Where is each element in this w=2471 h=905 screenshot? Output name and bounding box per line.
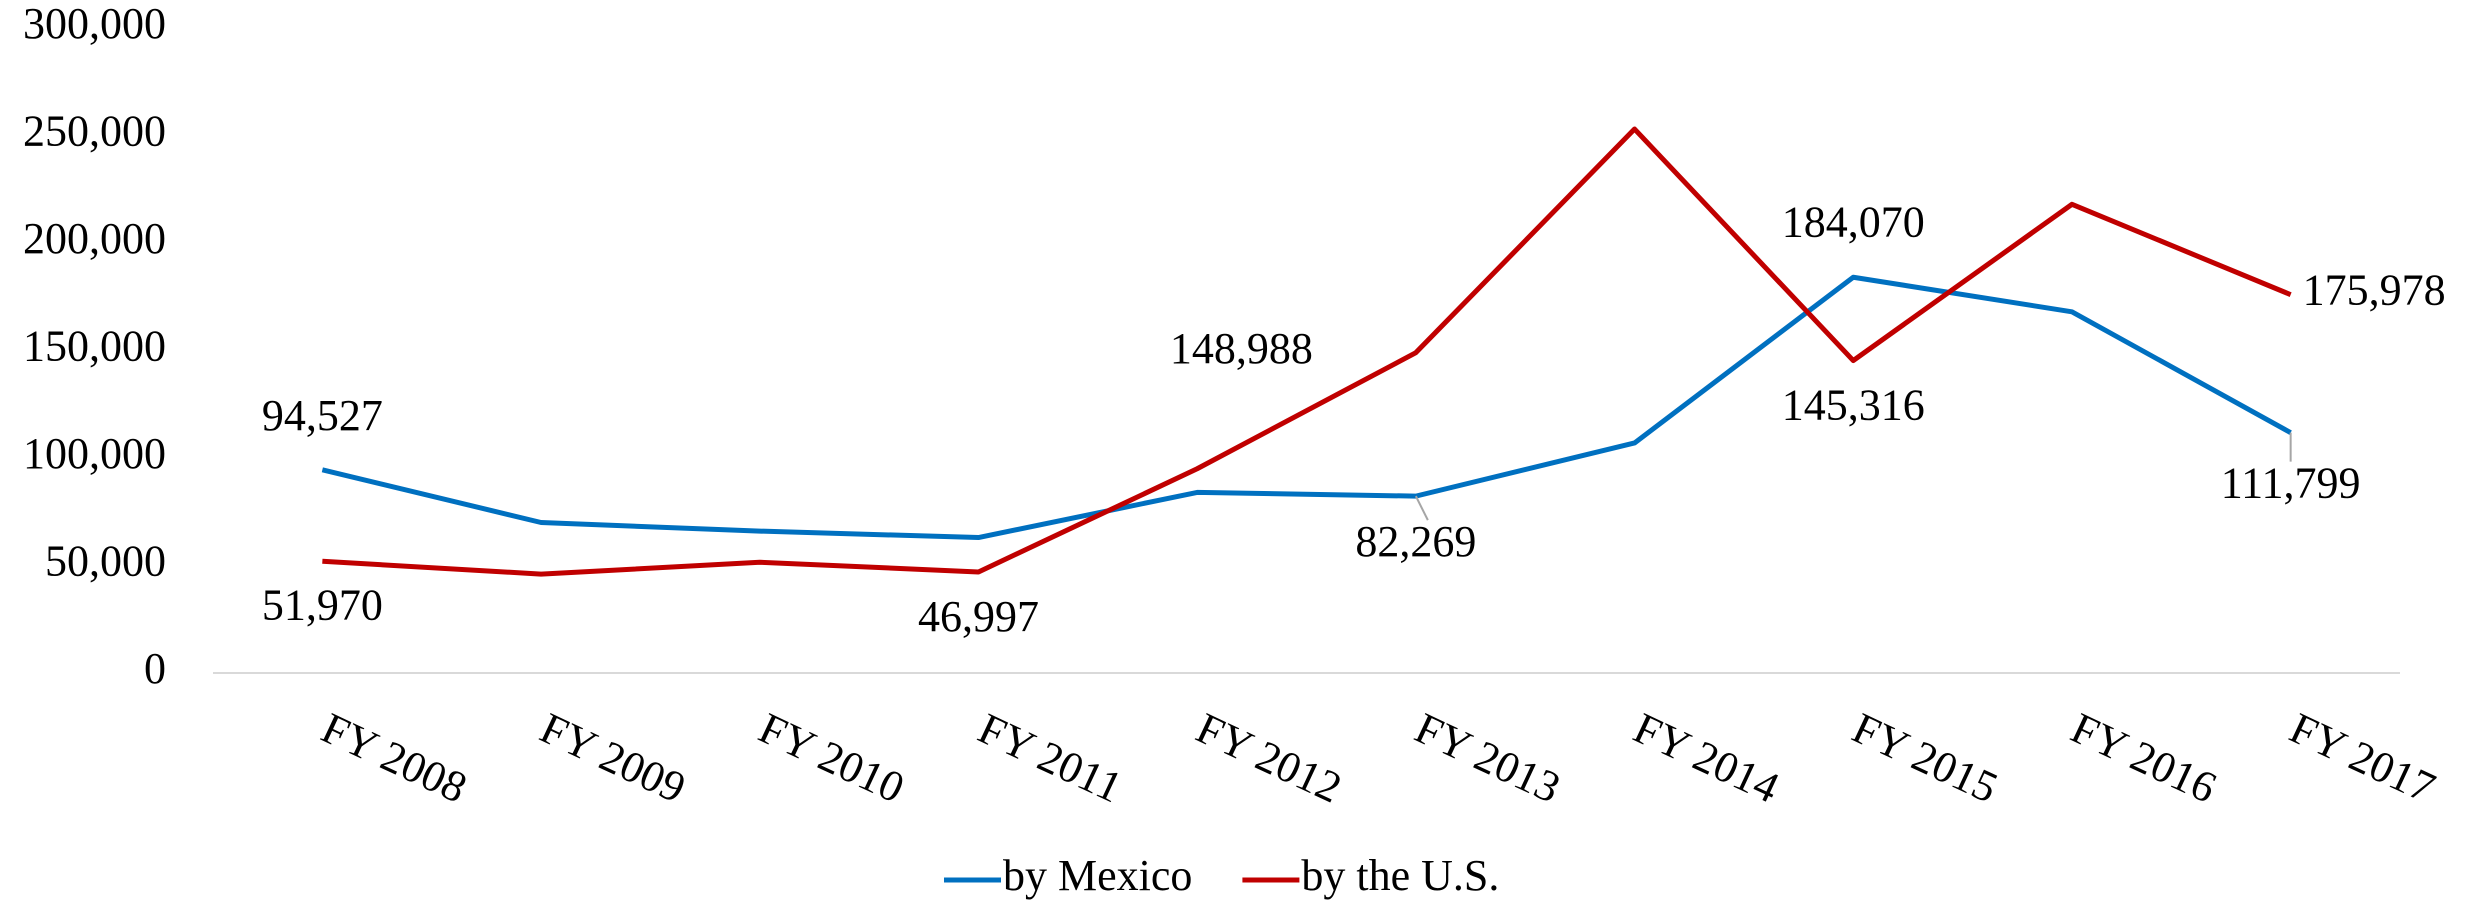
y-tick-label: 250,000	[23, 107, 166, 156]
x-tick-label: FY 2014	[1626, 703, 1786, 812]
data-label: 94,527	[262, 391, 383, 440]
data-label: 111,799	[2221, 459, 2361, 508]
legend-label: by the U.S.	[1301, 851, 1499, 900]
x-tick-label: FY 2010	[752, 703, 912, 812]
y-tick-label: 200,000	[23, 214, 166, 263]
data-label: 51,970	[262, 580, 383, 629]
data-label: 184,070	[1782, 197, 1925, 246]
x-tick-label: FY 2013	[1408, 703, 1568, 812]
series-line	[321, 274, 2292, 541]
data-label: 148,988	[1170, 324, 1313, 373]
x-tick-label: FY 2012	[1189, 703, 1349, 812]
x-tick-label: FY 2017	[2283, 703, 2443, 812]
x-tick-label: FY 2016	[2064, 703, 2224, 812]
x-tick-label: FY 2011	[971, 704, 1129, 813]
data-label: 82,269	[1355, 517, 1476, 566]
y-tick-label: 150,000	[23, 322, 166, 371]
y-tick-label: 100,000	[23, 429, 166, 478]
y-tick-label: 50,000	[45, 537, 166, 586]
y-tick-label: 300,000	[23, 0, 166, 48]
x-tick-label: FY 2009	[533, 703, 693, 812]
data-label: 145,316	[1782, 381, 1925, 430]
leader-line	[1414, 495, 1429, 521]
x-tick-label: FY 2008	[314, 703, 474, 812]
legend-label: by Mexico	[1003, 851, 1192, 900]
data-label: 175,978	[2303, 266, 2446, 315]
y-tick-label: 0	[144, 644, 166, 693]
data-label: 46,997	[918, 592, 1039, 641]
x-tick-label: FY 2015	[1845, 703, 2005, 812]
series-line	[322, 126, 2292, 577]
